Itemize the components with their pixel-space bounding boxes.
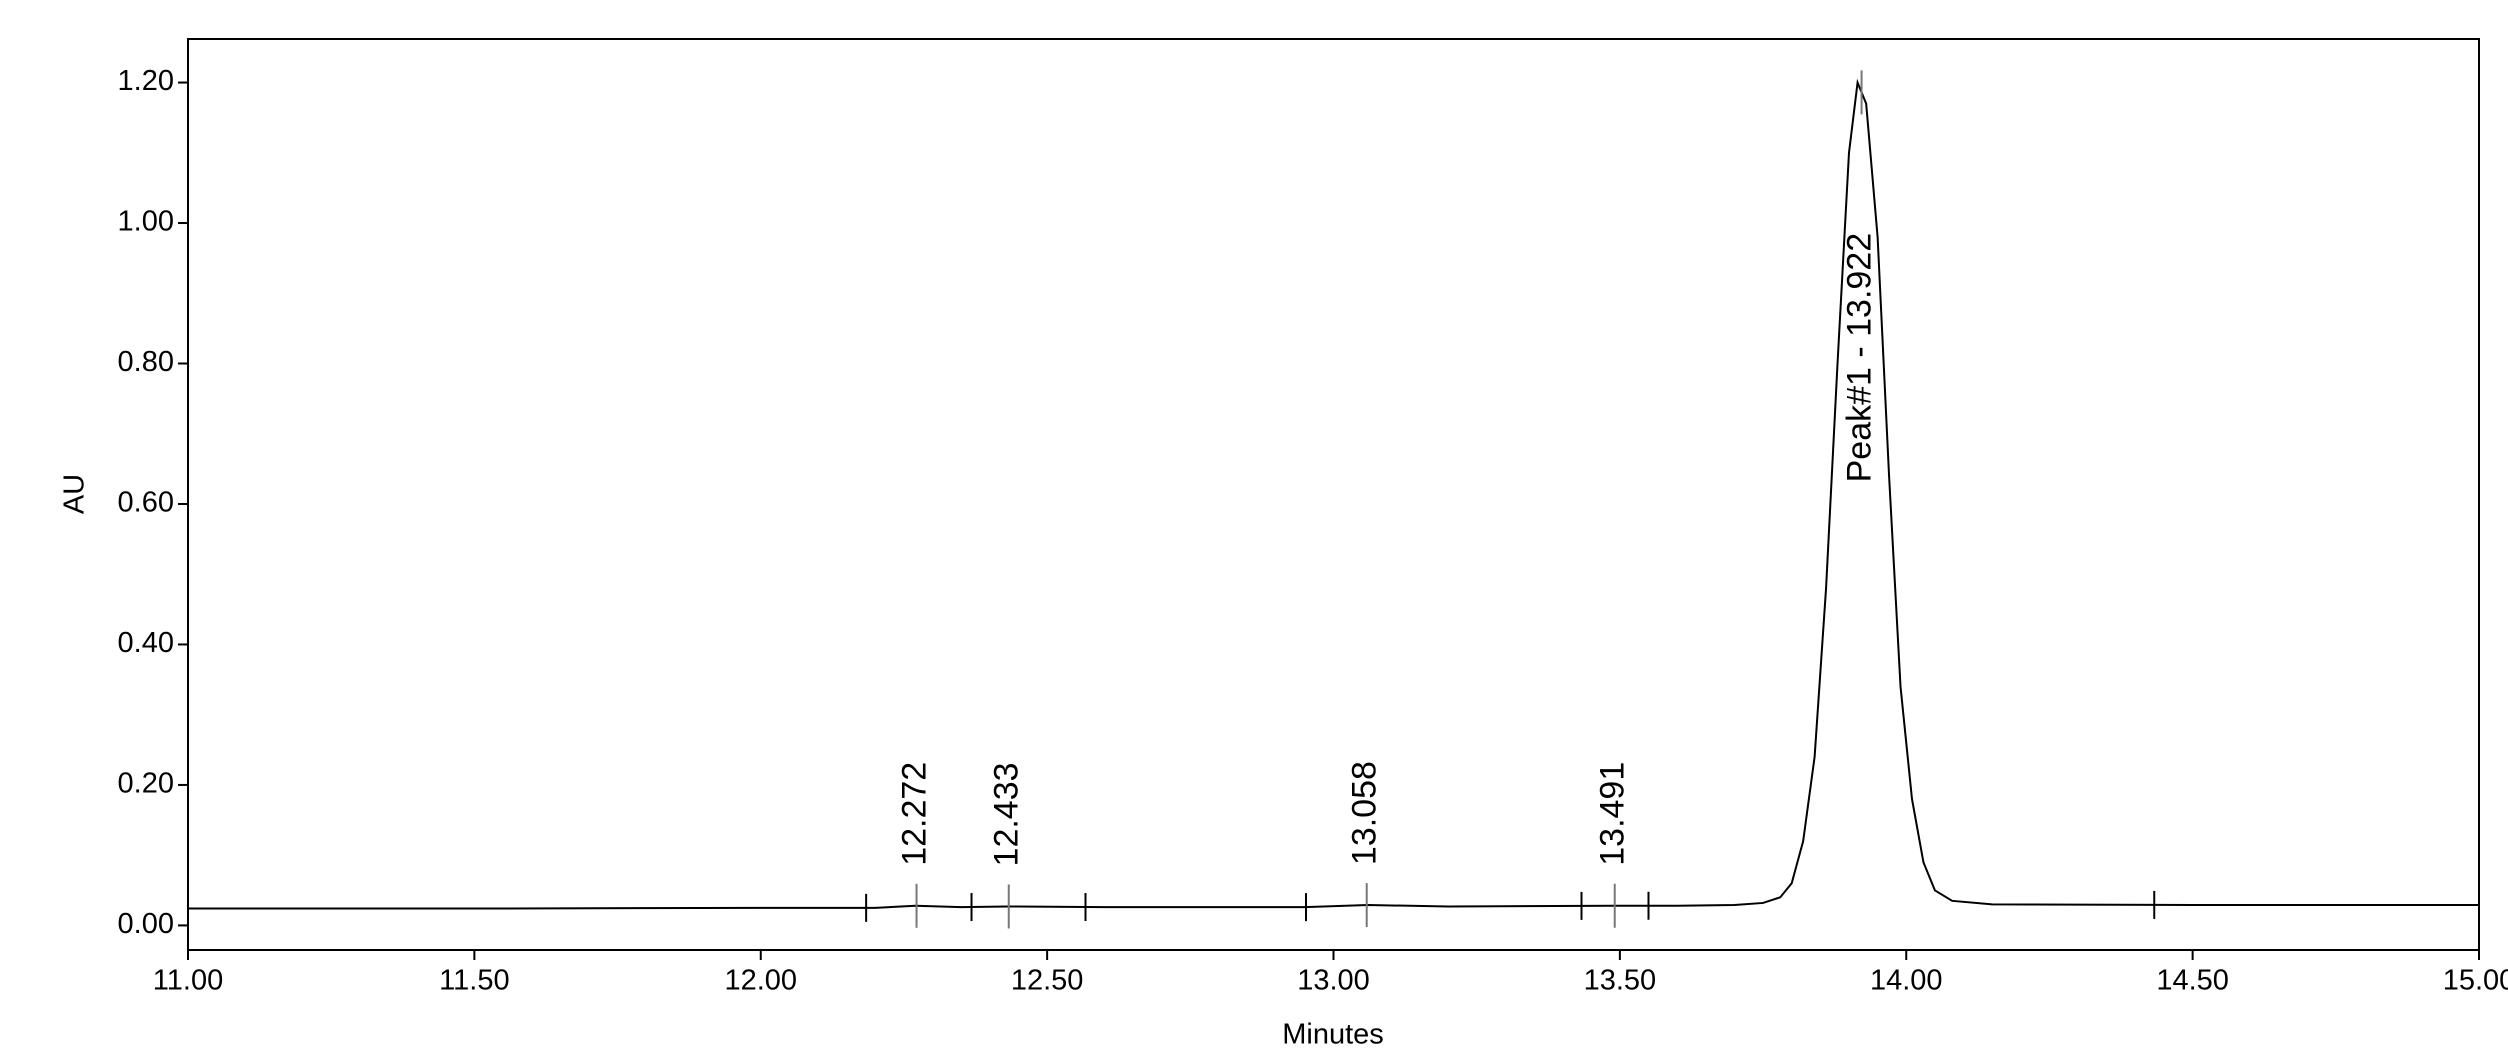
peak-label: 13.491 bbox=[1594, 762, 1632, 866]
x-tick-label: 13.00 bbox=[1297, 965, 1370, 997]
x-tick-label: 12.50 bbox=[1011, 965, 1084, 997]
peak-label: 12.272 bbox=[896, 762, 934, 866]
y-tick-label: 0.20 bbox=[118, 768, 174, 800]
y-tick-label: 0.00 bbox=[118, 908, 174, 940]
x-tick-label: 13.50 bbox=[1584, 965, 1657, 997]
x-tick-label: 11.00 bbox=[153, 965, 223, 997]
y-tick-label: 1.20 bbox=[118, 65, 174, 97]
plot-frame bbox=[187, 38, 2480, 951]
y-tick-label: 0.80 bbox=[118, 346, 174, 378]
peak-label: 13.058 bbox=[1346, 761, 1384, 865]
x-tick-label: 12.00 bbox=[724, 965, 797, 997]
x-axis-label: Minutes bbox=[1282, 1019, 1384, 1051]
x-tick-label: 14.50 bbox=[2156, 965, 2229, 997]
y-tick-label: 0.40 bbox=[118, 627, 174, 659]
y-axis-label: AU bbox=[59, 474, 91, 514]
peak-label: Peak#1 - 13.922 bbox=[1841, 233, 1879, 483]
y-tick-label: 1.00 bbox=[118, 206, 174, 238]
x-tick-label: 11.50 bbox=[439, 965, 509, 997]
y-tick-label: 0.60 bbox=[118, 487, 174, 519]
x-tick-label: 14.00 bbox=[1870, 965, 1943, 997]
x-tick-label: 15.00 bbox=[2443, 965, 2508, 997]
peak-label: 12.433 bbox=[988, 762, 1026, 866]
trace bbox=[188, 78, 2479, 910]
